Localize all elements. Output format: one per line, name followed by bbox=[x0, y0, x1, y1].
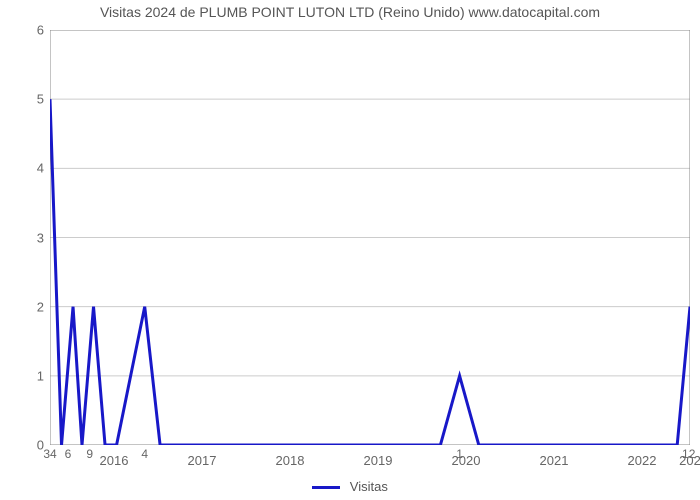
data-point-label: 34 bbox=[43, 447, 56, 461]
x-tick-label: 2018 bbox=[276, 453, 305, 468]
data-point-label: 6 bbox=[65, 447, 72, 461]
series-line bbox=[50, 99, 690, 445]
y-tick-label: 5 bbox=[37, 92, 44, 107]
x-tick-label: 2021 bbox=[540, 453, 569, 468]
y-tick-label: 1 bbox=[37, 368, 44, 383]
data-line bbox=[50, 99, 690, 445]
chart-title: Visitas 2024 de PLUMB POINT LUTON LTD (R… bbox=[0, 4, 700, 20]
x-tick-label: 2022 bbox=[628, 453, 657, 468]
y-tick-label: 6 bbox=[37, 23, 44, 38]
data-point-label: 12 bbox=[682, 447, 695, 461]
data-point-label: 9 bbox=[86, 447, 93, 461]
plot-area bbox=[50, 30, 690, 445]
data-point-label: 4 bbox=[141, 447, 148, 461]
legend-swatch bbox=[312, 486, 340, 489]
y-tick-label: 2 bbox=[37, 299, 44, 314]
chart-container: Visitas 2024 de PLUMB POINT LUTON LTD (R… bbox=[0, 0, 700, 500]
y-tick-label: 3 bbox=[37, 230, 44, 245]
y-gridlines bbox=[50, 30, 690, 445]
x-tick-label: 2019 bbox=[364, 453, 393, 468]
legend: Visitas bbox=[0, 479, 700, 494]
legend-label: Visitas bbox=[350, 479, 388, 494]
y-tick-label: 4 bbox=[37, 161, 44, 176]
x-tick-label: 2016 bbox=[100, 453, 129, 468]
data-point-label: 1 bbox=[456, 447, 463, 461]
x-tick-label: 2017 bbox=[188, 453, 217, 468]
